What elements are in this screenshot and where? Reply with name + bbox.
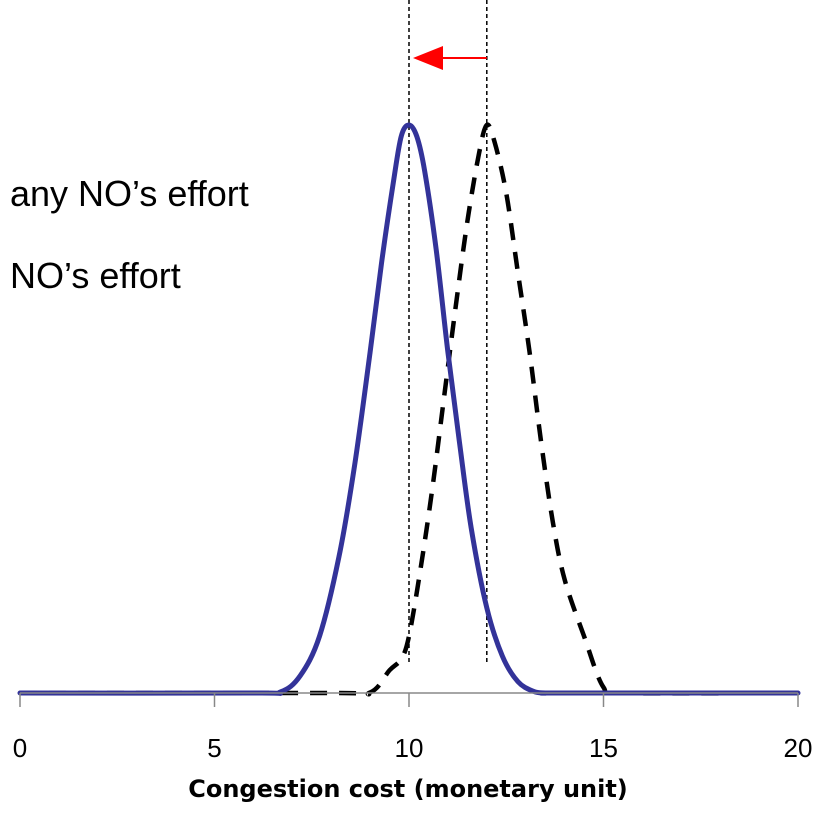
x-tick-labels: 0 5 10 15 20 bbox=[13, 733, 813, 763]
x-axis bbox=[19, 692, 799, 707]
guide-lines bbox=[408, 0, 488, 664]
x-tick-label-0: 0 bbox=[13, 733, 27, 763]
x-tick-label-5: 5 bbox=[207, 733, 221, 763]
x-tick-label-10: 10 bbox=[395, 733, 424, 763]
x-axis-title: Congestion cost (monetary unit) bbox=[188, 775, 628, 803]
legend-text-2: NO’s effort bbox=[10, 255, 181, 296]
series-layer bbox=[17, 122, 801, 697]
legend-text-1: any NO’s effort bbox=[10, 173, 249, 214]
x-tick-label-15: 15 bbox=[589, 733, 618, 763]
shift-arrow bbox=[413, 46, 487, 70]
series-solid-line bbox=[17, 122, 801, 696]
shift-arrow-head bbox=[413, 46, 443, 70]
series-dashed-line bbox=[19, 122, 799, 697]
x-tick-label-20: 20 bbox=[784, 733, 813, 763]
